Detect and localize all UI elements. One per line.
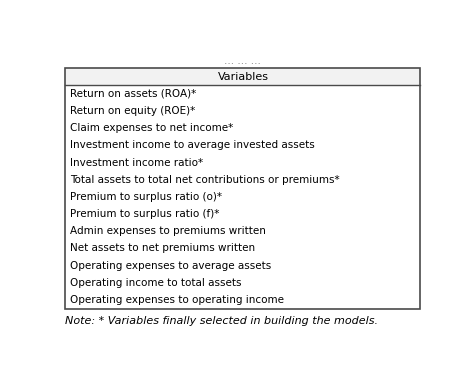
Text: Premium to surplus ratio (o)*: Premium to surplus ratio (o)* [70,192,222,202]
Text: Net assets to net premiums written: Net assets to net premiums written [70,243,255,254]
Text: Return on equity (ROE)*: Return on equity (ROE)* [70,106,195,116]
Text: ... ... ...: ... ... ... [225,56,261,66]
Text: Operating expenses to average assets: Operating expenses to average assets [70,261,271,271]
Bar [65,68,420,85]
Text: Total assets to total net contributions or premiums*: Total assets to total net contributions … [70,175,340,185]
Text: Investment income ratio*: Investment income ratio* [70,158,203,168]
Text: Operating income to total assets: Operating income to total assets [70,278,242,288]
Text: Premium to surplus ratio (f)*: Premium to surplus ratio (f)* [70,209,219,219]
Bar [65,68,420,308]
Text: Note: * Variables finally selected in building the models.: Note: * Variables finally selected in bu… [65,316,378,326]
Text: Variables: Variables [218,72,268,82]
Text: Operating expenses to operating income: Operating expenses to operating income [70,295,284,305]
Text: Claim expenses to net income*: Claim expenses to net income* [70,123,233,133]
Text: Investment income to average invested assets: Investment income to average invested as… [70,140,315,151]
Text: Admin expenses to premiums written: Admin expenses to premiums written [70,226,266,236]
Text: Return on assets (ROA)*: Return on assets (ROA)* [70,89,196,99]
